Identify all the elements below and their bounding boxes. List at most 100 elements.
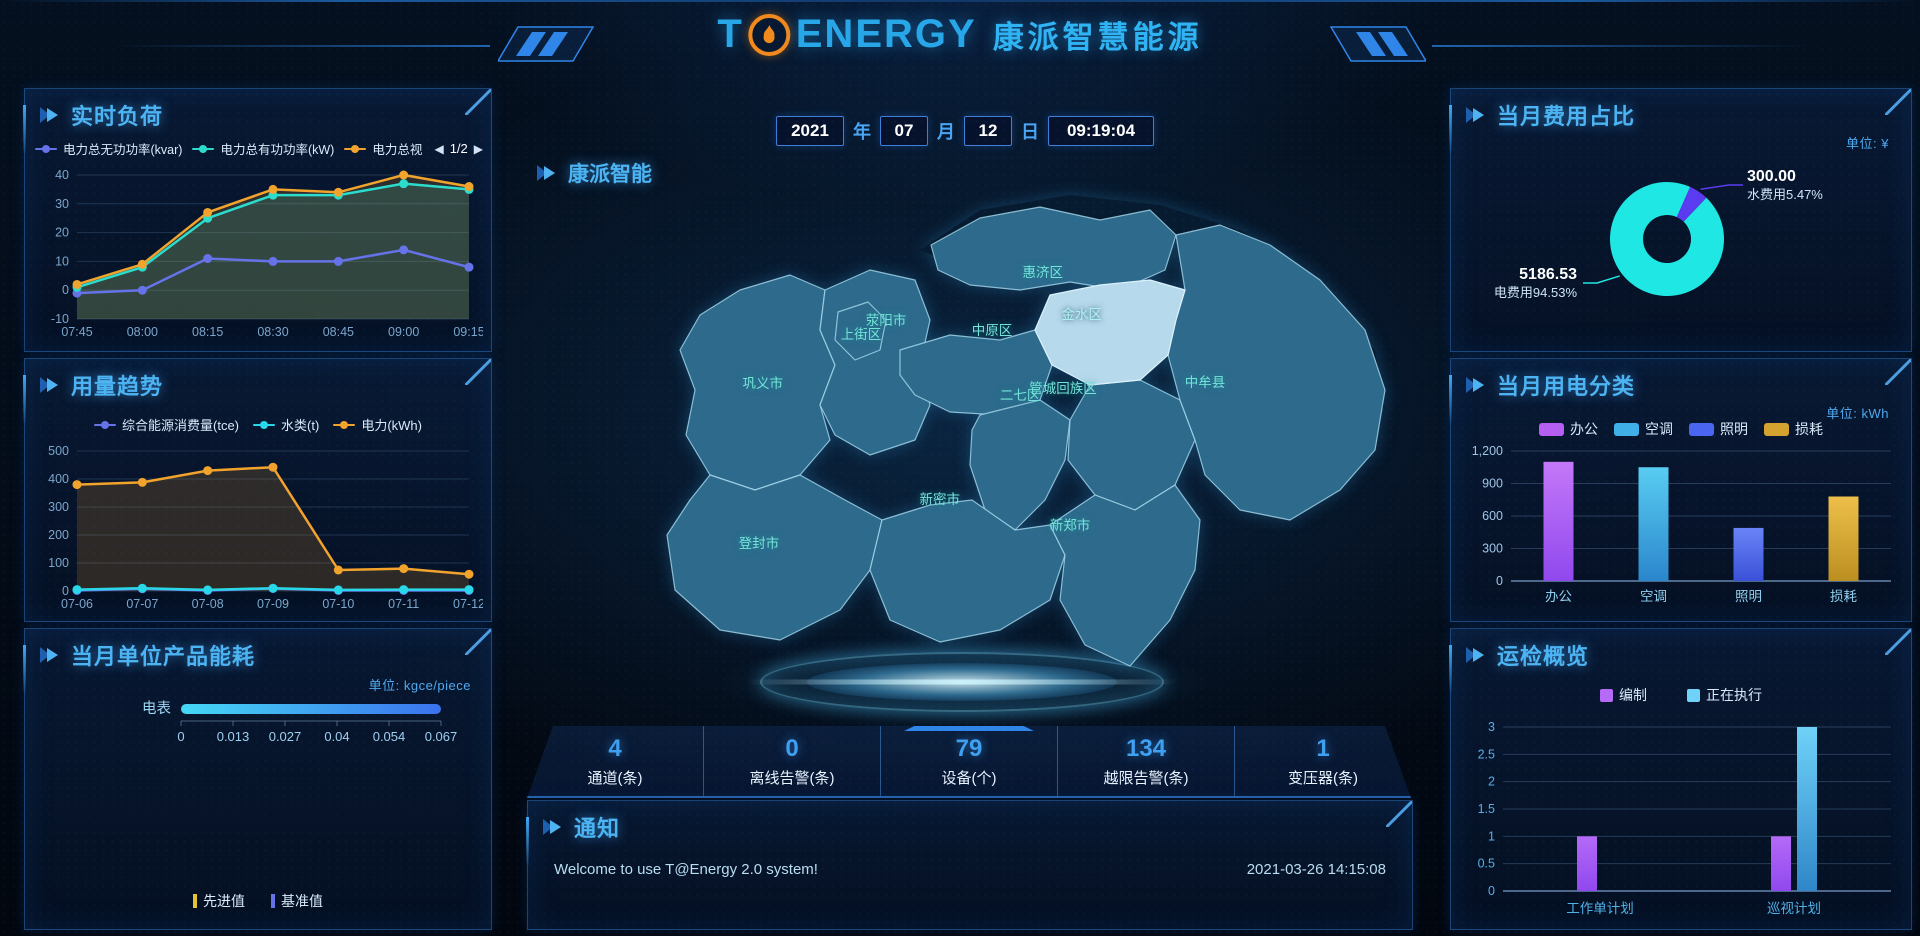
legend-item-executing[interactable]: 正在执行	[1687, 685, 1762, 705]
day-unit-label: 日	[1021, 122, 1039, 142]
legend-item-apparent-power[interactable]: 电力总视	[344, 139, 422, 158]
panel-arrow-icon	[40, 377, 58, 393]
map-district-label[interactable]: 惠济区	[1022, 264, 1064, 280]
legend-item-water[interactable]: 水类(t)	[253, 415, 319, 434]
stat-label: 设备(个)	[941, 769, 997, 787]
map-district-label[interactable]: 中原区	[971, 322, 1013, 338]
legend-pager: ◀ 1/2 ▶	[434, 141, 483, 156]
map-district-label[interactable]: 新密市	[919, 492, 961, 508]
stat-value: 4	[608, 734, 622, 762]
legend-item-baseline-value[interactable]: 基准值	[271, 891, 323, 911]
year-unit-label: 年	[853, 122, 871, 142]
pager-next-icon[interactable]: ▶	[473, 141, 483, 156]
panel-cost-ratio: 当月费用占比 单位: ¥ 5186.53 电费用94.53% 300.00 水费用5.…	[1449, 88, 1912, 352]
year-box[interactable]: 2021	[776, 116, 844, 146]
legend-marker	[253, 420, 276, 430]
panel-title: 通知	[574, 816, 621, 841]
legend-item-advanced-value[interactable]: 先进值	[193, 891, 245, 911]
svg-text:07-10: 07-10	[322, 597, 354, 611]
svg-text:2: 2	[1488, 775, 1495, 789]
svg-text:5186.53: 5186.53	[1519, 266, 1577, 283]
legend-marker	[333, 420, 356, 430]
svg-text:0.067: 0.067	[425, 729, 458, 744]
month-unit-label: 月	[937, 122, 955, 142]
map-district-label[interactable]: 登封市	[738, 535, 780, 551]
svg-text:07-08: 07-08	[192, 597, 224, 611]
legend-label: 损耗	[1795, 421, 1823, 437]
legend-marker	[192, 144, 215, 154]
svg-text:0: 0	[177, 729, 184, 744]
map-district-label[interactable]: 上街区	[840, 326, 882, 342]
svg-text:07-11: 07-11	[388, 597, 419, 611]
panel-arrow-icon	[40, 647, 58, 663]
svg-text:07-07: 07-07	[126, 597, 158, 611]
legend-label: 办公	[1570, 421, 1598, 437]
panel-realtime-load: 实时负荷 电力总无功功率(kvar) 电力总有功功率(kW) 电力总视 ◀ 1/…	[23, 88, 492, 352]
svg-text:500: 500	[48, 444, 69, 458]
map-district-xinzheng[interactable]	[1049, 484, 1201, 667]
map-district-label[interactable]: 新郑市	[1049, 518, 1091, 534]
app-logo: T ENERGY 康派智慧能源	[717, 12, 1202, 57]
panel-unit-energy: 当月单位产品能耗 单位: kgce/piece 电表 0 0.013 0.027 0.0…	[23, 628, 492, 930]
unit-label: 单位: ¥	[1846, 136, 1889, 151]
month-box[interactable]: 07	[880, 116, 928, 146]
svg-text:07:45: 07:45	[61, 325, 92, 339]
stat-channels: 4 通道(条)	[527, 726, 703, 796]
stat-label: 越限告警(条)	[1103, 769, 1189, 787]
legend-label: 正在执行	[1706, 687, 1762, 703]
map-district-label[interactable]: 管城回族区	[1029, 380, 1097, 396]
svg-text:08:45: 08:45	[323, 325, 354, 339]
legend-item-active-power[interactable]: 电力总有功功率(kW)	[192, 139, 334, 158]
legend-marker	[1764, 422, 1789, 436]
panel-arrow-icon	[40, 107, 58, 123]
map-district-label[interactable]: 中牟县	[1184, 374, 1226, 390]
legend-item-loss[interactable]: 损耗	[1764, 419, 1823, 439]
svg-text:空调: 空调	[1640, 589, 1667, 604]
map-title-row: 康派智能	[536, 158, 652, 188]
time-box[interactable]: 09:19:04	[1048, 116, 1154, 146]
panel-title: 当月用电分类	[1497, 374, 1636, 399]
map-district-huiji[interactable]	[930, 206, 1177, 291]
svg-text:2.5: 2.5	[1478, 747, 1495, 761]
map-district-xinmi[interactable]	[869, 499, 1066, 643]
panel-inspection-overview: 运检概览 编制 正在执行 0 0.5 1 1.5 2 2.5 3 工作单计划 巡视计划	[1449, 628, 1912, 930]
map-district-label[interactable]: 巩义市	[742, 375, 783, 391]
svg-text:07-09: 07-09	[257, 597, 289, 611]
panel-arrow-icon	[543, 819, 561, 835]
legend-item-electric[interactable]: 电力(kWh)	[333, 415, 422, 434]
svg-text:巡视计划: 巡视计划	[1767, 901, 1821, 916]
map-district-label[interactable]: 二七区	[999, 388, 1041, 404]
legend-item-energy-total[interactable]: 综合能源消费量(tce)	[94, 415, 239, 434]
svg-text:电费用94.53%: 电费用94.53%	[1494, 285, 1578, 300]
legend-marker	[94, 420, 117, 430]
pager-prev-icon[interactable]: ◀	[434, 141, 444, 156]
legend-item-office[interactable]: 办公	[1539, 419, 1598, 439]
stat-value: 0	[785, 734, 799, 762]
map-district-shangjie[interactable]	[834, 301, 887, 361]
stat-devices: 79 设备(个)	[880, 726, 1057, 796]
legend-item-lighting[interactable]: 照明	[1689, 419, 1748, 439]
power-classification-chart: 0 300 600 900 1,200 办公 空调 照明 损耗	[1457, 443, 1905, 607]
legend-label: 电力总有功功率(kW)	[220, 143, 335, 157]
svg-text:0: 0	[62, 283, 69, 297]
svg-text:08:00: 08:00	[127, 325, 158, 339]
map-district-jinshui[interactable]	[1034, 279, 1186, 386]
legend-item-reactive-power[interactable]: 电力总无功功率(kvar)	[35, 139, 182, 158]
stat-value: 79	[955, 734, 983, 762]
legend-item-aircon[interactable]: 空调	[1614, 419, 1673, 439]
legend-item-draft[interactable]: 编制	[1600, 685, 1647, 705]
panel-title: 当月费用占比	[1497, 104, 1636, 129]
map-district-erqi[interactable]	[969, 399, 1071, 531]
map-district-label[interactable]: 金水区	[1061, 306, 1103, 322]
map-district-dengfeng[interactable]	[666, 474, 883, 641]
svg-text:照明: 照明	[1735, 589, 1762, 604]
map-district-label[interactable]: 荥阳市	[865, 312, 907, 328]
panel-arrow-icon	[1466, 107, 1484, 123]
svg-text:0.013: 0.013	[217, 729, 250, 744]
svg-text:300.00: 300.00	[1747, 168, 1796, 185]
stat-label: 变压器(条)	[1288, 769, 1358, 787]
panel-title: 用量趋势	[71, 374, 164, 399]
stat-label: 通道(条)	[587, 769, 643, 787]
day-box[interactable]: 12	[964, 116, 1012, 146]
unit-label: 单位: kWh	[1826, 406, 1889, 421]
